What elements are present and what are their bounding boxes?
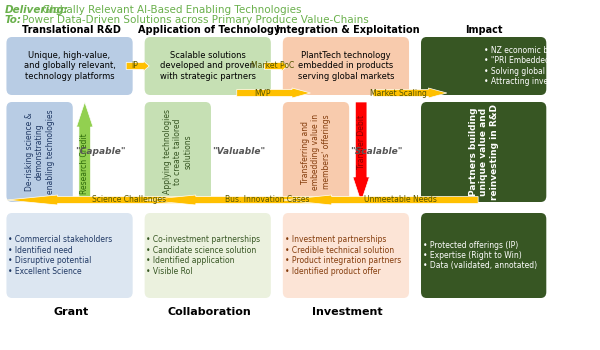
- Polygon shape: [353, 102, 370, 202]
- Polygon shape: [237, 88, 310, 98]
- Text: Unmeetable Needs: Unmeetable Needs: [364, 196, 436, 204]
- Text: IP: IP: [131, 62, 138, 70]
- Text: Translational R&D: Translational R&D: [22, 25, 121, 35]
- Polygon shape: [76, 102, 93, 202]
- FancyBboxPatch shape: [145, 213, 271, 298]
- Text: Market Scaling: Market Scaling: [370, 89, 427, 98]
- FancyBboxPatch shape: [283, 102, 349, 202]
- Text: Transferring and
embedding value in
members' offerings: Transferring and embedding value in memb…: [301, 114, 331, 190]
- Text: "Scalable": "Scalable": [350, 147, 403, 156]
- FancyBboxPatch shape: [421, 213, 547, 298]
- Text: Research Credit: Research Credit: [80, 134, 89, 194]
- Text: • Investment partnerships
• Credible technical solution
• Product integration pa: • Investment partnerships • Credible tec…: [284, 236, 401, 275]
- Text: Bus. Innovation Cases: Bus. Innovation Cases: [225, 196, 310, 204]
- Text: Investment: Investment: [313, 307, 383, 317]
- Text: Impact: Impact: [465, 25, 502, 35]
- Text: Collaboration: Collaboration: [168, 307, 251, 317]
- FancyBboxPatch shape: [7, 213, 133, 298]
- Text: MVP: MVP: [254, 89, 271, 98]
- Text: Science Challenges: Science Challenges: [92, 196, 166, 204]
- Text: Power Data-Driven Solutions across Primary Produce Value-Chains: Power Data-Driven Solutions across Prima…: [19, 15, 369, 25]
- Text: De-risking science &
demonstrating
enabling technologies: De-risking science & demonstrating enabl…: [25, 110, 55, 194]
- FancyBboxPatch shape: [283, 37, 409, 95]
- FancyBboxPatch shape: [7, 102, 73, 202]
- Polygon shape: [283, 195, 478, 205]
- Text: • Co-investment partnerships
• Candidate science solution
• Identified applicati: • Co-investment partnerships • Candidate…: [146, 236, 260, 275]
- FancyBboxPatch shape: [145, 102, 211, 202]
- Text: Unique, high-value,
and globally relevant,
technology platforms: Unique, high-value, and globally relevan…: [23, 51, 115, 81]
- Text: "Valuable": "Valuable": [212, 147, 265, 156]
- FancyBboxPatch shape: [7, 37, 133, 95]
- Text: • Commercial stakeholders
• Identified need
• Disruptive potential
• Excellent S: • Commercial stakeholders • Identified n…: [8, 236, 113, 275]
- Text: Globally Relevant AI-Based Enabling Technologies: Globally Relevant AI-Based Enabling Tech…: [38, 5, 301, 15]
- Text: Integration & Exploitation: Integration & Exploitation: [276, 25, 419, 35]
- FancyBboxPatch shape: [421, 37, 547, 95]
- Polygon shape: [265, 61, 287, 71]
- Text: Market PoC: Market PoC: [251, 62, 294, 70]
- FancyBboxPatch shape: [421, 102, 547, 202]
- Text: Transfer Debit: Transfer Debit: [356, 115, 365, 169]
- Text: Application of Technology: Application of Technology: [139, 25, 281, 35]
- Polygon shape: [145, 195, 349, 205]
- Text: Partners building
unique value and
reinvesting in R&D: Partners building unique value and reinv…: [469, 104, 499, 200]
- Text: "Capable": "Capable": [75, 147, 126, 156]
- Text: • Protected offerings (IP)
• Expertise (Right to Win)
• Data (validated, annotat: • Protected offerings (IP) • Expertise (…: [423, 240, 537, 271]
- Text: PlantTech technology
embedded in products
serving global markets: PlantTech technology embedded in product…: [298, 51, 394, 81]
- FancyBboxPatch shape: [283, 213, 409, 298]
- Text: Scalable solutions
developed and proven
with strategic partners: Scalable solutions developed and proven …: [160, 51, 256, 81]
- Polygon shape: [373, 88, 447, 98]
- Text: Grant: Grant: [54, 307, 89, 317]
- Text: • NZ economic benefit
• "PRI Embedded" products
• Solving global challenges
• At: • NZ economic benefit • "PRI Embedded" p…: [484, 46, 589, 86]
- FancyBboxPatch shape: [145, 37, 271, 95]
- Text: To:: To:: [5, 15, 22, 25]
- Polygon shape: [7, 195, 211, 205]
- Text: Delivering:: Delivering:: [5, 5, 68, 15]
- Text: Applying technologies
to create tailored
solutions: Applying technologies to create tailored…: [163, 110, 193, 195]
- Polygon shape: [126, 61, 149, 71]
